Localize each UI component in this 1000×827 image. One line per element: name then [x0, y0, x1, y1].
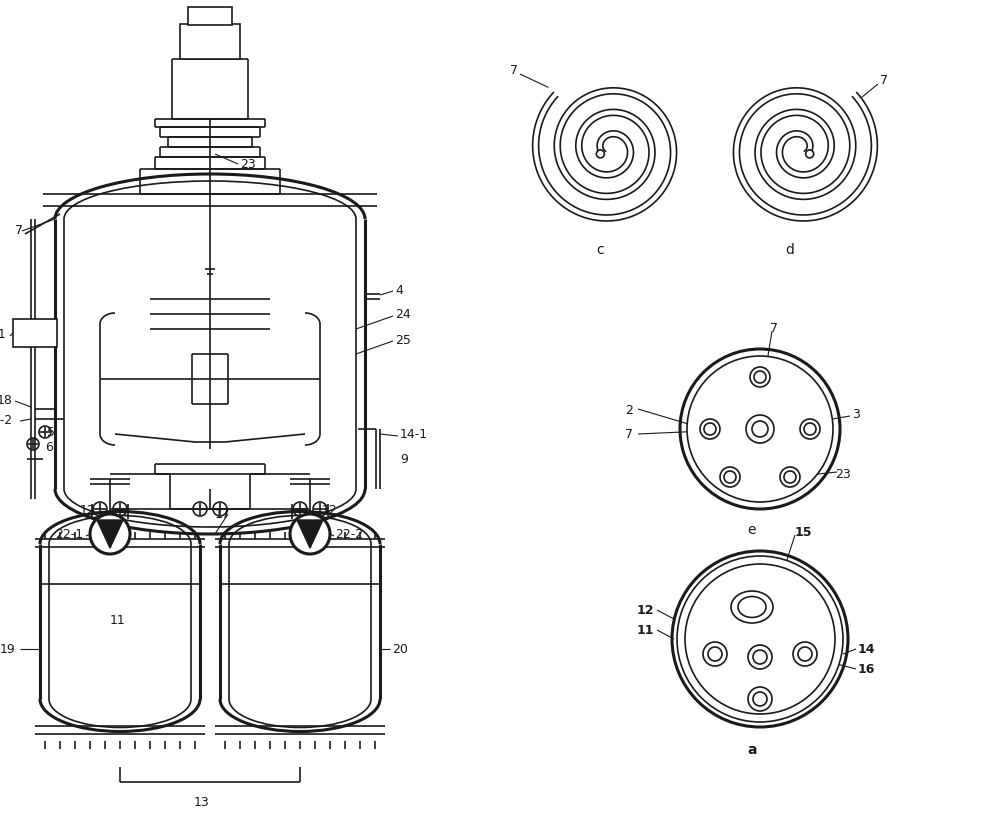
- Polygon shape: [97, 520, 123, 548]
- Text: a: a: [747, 742, 757, 756]
- Text: 22-2: 22-2: [335, 528, 363, 541]
- Text: 12: 12: [637, 603, 654, 616]
- Text: 24: 24: [395, 308, 411, 321]
- Text: 7: 7: [510, 64, 518, 76]
- Circle shape: [806, 151, 814, 159]
- Text: 12: 12: [80, 503, 96, 516]
- Text: 5: 5: [47, 426, 55, 439]
- Text: 13: 13: [194, 796, 210, 809]
- Circle shape: [687, 356, 833, 502]
- Text: 7: 7: [880, 74, 888, 86]
- Ellipse shape: [738, 597, 766, 618]
- Bar: [188, 8, 232, 26]
- Circle shape: [685, 564, 835, 715]
- Text: 7: 7: [625, 428, 633, 441]
- Circle shape: [672, 552, 848, 727]
- Text: 7: 7: [15, 223, 23, 237]
- Text: 2: 2: [625, 403, 633, 416]
- Text: 17: 17: [215, 508, 231, 521]
- Ellipse shape: [731, 591, 773, 624]
- Circle shape: [680, 350, 840, 509]
- Text: 23: 23: [835, 468, 851, 481]
- Text: 18: 18: [0, 393, 13, 406]
- Text: 3: 3: [852, 408, 860, 421]
- Text: 12: 12: [322, 503, 338, 516]
- Text: e: e: [748, 523, 756, 537]
- Circle shape: [596, 151, 604, 159]
- Text: 11: 11: [637, 623, 654, 636]
- Text: 25: 25: [395, 333, 411, 346]
- Text: 14: 14: [858, 643, 876, 656]
- Text: 11: 11: [110, 613, 126, 626]
- Bar: [13, 319, 57, 347]
- Text: 22-1: 22-1: [55, 528, 83, 541]
- Text: 7: 7: [770, 321, 778, 334]
- Circle shape: [677, 557, 843, 722]
- Bar: [180, 25, 240, 60]
- Text: 19: 19: [0, 643, 16, 656]
- Text: 9: 9: [400, 453, 408, 466]
- Text: 14-1: 14-1: [400, 428, 428, 441]
- Text: 15: 15: [795, 525, 812, 538]
- Text: 20: 20: [392, 643, 408, 656]
- Text: d: d: [786, 242, 794, 256]
- Circle shape: [290, 514, 330, 554]
- Circle shape: [90, 514, 130, 554]
- Polygon shape: [297, 520, 323, 548]
- Text: 23: 23: [240, 158, 256, 171]
- Text: 6: 6: [45, 441, 53, 454]
- Text: c: c: [596, 242, 604, 256]
- Text: 16: 16: [858, 662, 875, 676]
- Text: 4: 4: [395, 283, 403, 296]
- Text: 21: 21: [0, 328, 6, 341]
- Text: 14-2: 14-2: [0, 413, 13, 426]
